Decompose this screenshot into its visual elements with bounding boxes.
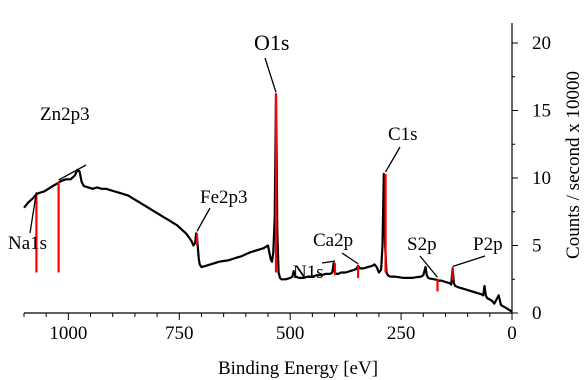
peak-leader-na1s [29,192,38,234]
peak-leader-ca2p [341,252,359,265]
y-tick-label: 5 [532,236,542,257]
peak-leader-n1s [321,260,336,264]
axes: 1000 750 500 250 00 5 10 15 20 [23,23,551,344]
y-tick-label: 15 [532,101,551,122]
x-tick-label: 750 [165,323,194,344]
peak-annotations: Na1s Zn2p3 Fe2p3 O1s N1s Ca2p C1s S2p P2p [8,30,503,283]
x-tick-label: 500 [276,323,305,344]
peak-leader-c1s [385,146,401,173]
peak-label-ca2p: Ca2p [313,230,353,251]
peak-label-zn2p3: Zn2p3 [40,104,90,125]
x-tick-label: 0 [507,323,517,344]
peak-label-n1s: N1s [293,262,324,283]
peak-markers [35,94,454,292]
y-tick-label: 10 [532,168,551,189]
peak-leader-o1s [264,57,277,93]
x-tick-label: 250 [387,323,416,344]
peak-leader-s2p [419,255,438,278]
y-tick-label: 20 [532,33,551,54]
y-axis-title: Counts / second x 10000 [563,71,584,259]
peak-label-o1s: O1s [254,30,289,55]
peak-leader-zn2p3 [58,164,87,181]
x-axis-title: Binding Energy [eV] [218,358,378,379]
x-tick-label: 1000 [49,323,87,344]
peak-leader-fe2p3 [196,207,211,232]
peak-label-na1s: Na1s [8,233,47,254]
peak-leader-p2p [452,255,486,268]
y-tick-label: 0 [532,303,542,324]
peak-label-s2p: S2p [407,234,437,255]
peak-label-fe2p3: Fe2p3 [200,187,248,208]
spectrum-line [23,93,513,313]
peak-label-p2p: P2p [473,234,503,255]
peak-label-c1s: C1s [388,124,418,145]
spectrum-series [23,93,513,313]
